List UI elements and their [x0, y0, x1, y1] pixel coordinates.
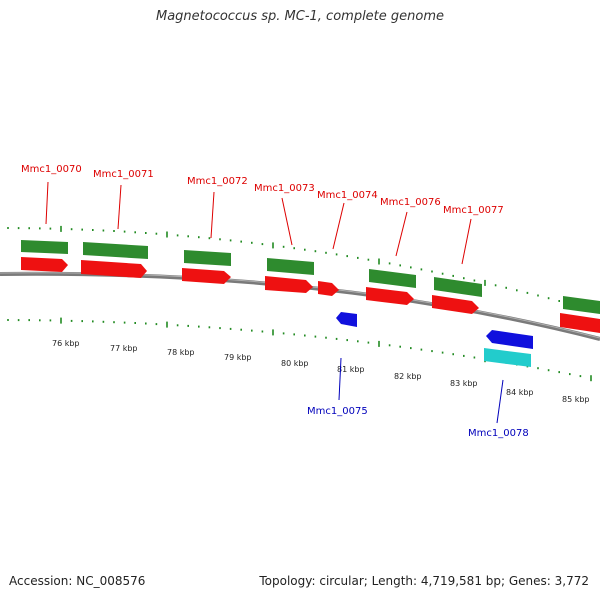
scale-label: 80 kbp [281, 359, 309, 368]
gene-label-0073[interactable]: Mmc1_0073 [254, 183, 315, 194]
leader-0070 [45, 181, 49, 225]
gene-bar-0071[interactable] [83, 242, 148, 259]
forward-cds-track [21, 257, 600, 333]
scale-label: 82 kbp [394, 372, 422, 381]
scale-labels: 76 kbp 77 kbp 78 kbp 79 kbp 80 kbp 81 kbp 82 k… [52, 339, 590, 404]
gene-bar-0073[interactable] [267, 258, 314, 275]
leader-0078 [496, 379, 504, 424]
cds-arrow-0076[interactable] [366, 287, 414, 305]
leader-0073 [281, 197, 293, 246]
scale-label: 76 kbp [52, 339, 80, 348]
gene-label-0075[interactable]: Mmc1_0075 [307, 406, 368, 417]
gene-label-0078[interactable]: Mmc1_0078 [468, 428, 529, 439]
scale-label: 84 kbp [506, 388, 534, 397]
cds-arrow-0074[interactable] [318, 281, 339, 296]
scale-label: 85 kbp [562, 395, 590, 404]
gene-label-0070[interactable]: Mmc1_0070 [21, 164, 82, 175]
accession-text: Accession: NC_008576 [9, 574, 146, 588]
cds-bar-0078[interactable] [484, 348, 531, 367]
bottom-tick-track [7, 317, 592, 382]
label-leaders [45, 181, 504, 424]
gene-label-0076[interactable]: Mmc1_0076 [380, 197, 441, 208]
leader-0075 [338, 357, 342, 401]
scale-label: 81 kbp [337, 365, 365, 374]
cds-arrow-0073[interactable] [265, 276, 313, 293]
genome-stats-text: Topology: circular; Length: 4,719,581 bp… [259, 574, 589, 588]
scale-label: 77 kbp [110, 344, 138, 353]
top-tick-track [7, 225, 592, 313]
gene-label-0072[interactable]: Mmc1_0072 [187, 176, 248, 187]
gene-label-0077[interactable]: Mmc1_0077 [443, 205, 504, 216]
gene-bar-0072[interactable] [184, 250, 231, 266]
gene-arrow-0078[interactable] [486, 330, 533, 349]
forward-gene-track [21, 240, 600, 314]
scale-label: 79 kbp [224, 353, 252, 362]
gene-label-0074[interactable]: Mmc1_0074 [317, 190, 378, 201]
cds-arrow-0070[interactable] [21, 257, 68, 272]
gene-label-0071[interactable]: Mmc1_0071 [93, 169, 154, 180]
gene-bar-0077[interactable] [434, 277, 482, 297]
gene-arrow-0075[interactable] [336, 312, 357, 327]
leader-0074 [332, 202, 345, 250]
gene-labels: Mmc1_0070 Mmc1_0071 Mmc1_0072 Mmc1_0073 … [21, 164, 529, 439]
cds-arrow-0077[interactable] [432, 295, 479, 314]
gene-bar-0070[interactable] [21, 240, 68, 254]
gene-bar-next[interactable] [563, 296, 600, 314]
map-title: Magnetococcus sp. MC-1, complete genome [155, 9, 445, 24]
cds-arrow-0071[interactable] [81, 260, 147, 278]
scale-label: 78 kbp [167, 348, 195, 357]
leader-0072 [210, 191, 215, 239]
reverse-gene-track [336, 312, 533, 367]
leader-0071 [117, 184, 122, 230]
cds-arrow-next[interactable] [560, 313, 600, 333]
leader-0076 [395, 211, 408, 257]
gene-bar-0076[interactable] [369, 269, 416, 288]
cds-arrow-0072[interactable] [182, 268, 231, 284]
leader-0077 [461, 218, 472, 265]
scale-label: 83 kbp [450, 379, 478, 388]
